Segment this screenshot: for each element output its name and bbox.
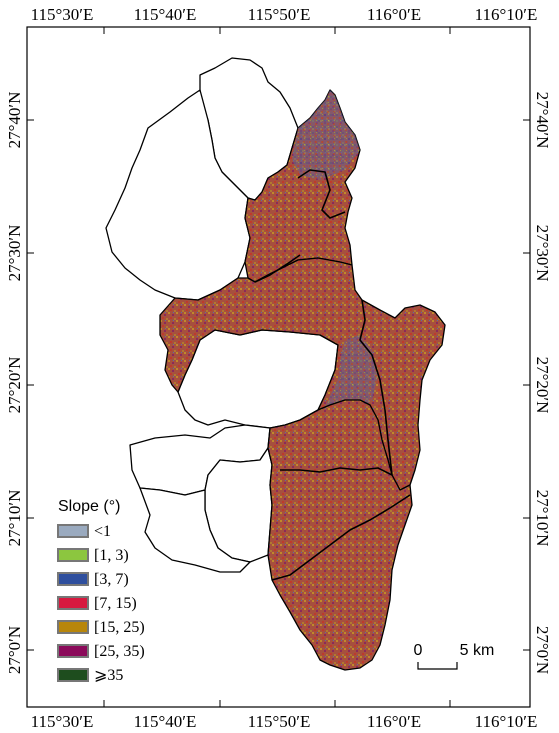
- right-lat-label-1: 27°40′N: [533, 92, 552, 149]
- legend-item-7: ⩾35: [57, 667, 123, 684]
- scale-zero: 0: [414, 642, 423, 659]
- right-lat-label-2: 27°30′N: [533, 225, 552, 282]
- legend-swatch-6: [57, 644, 89, 658]
- study-area-middle: [159, 257, 446, 491]
- legend-label-6: [25, 35): [94, 643, 145, 660]
- scale-bar: 0 5 km: [414, 642, 495, 670]
- legend-swatch-4: [57, 596, 89, 610]
- legend-label-3: [3, 7): [94, 571, 129, 588]
- legend-swatch-7: [57, 668, 89, 682]
- scale-label: 5 km: [460, 642, 495, 659]
- legend-item-6: [25, 35): [57, 643, 145, 660]
- legend: Slope (°) <1 [1, 3) [3, 7) [7, 15) [15, …: [57, 498, 145, 684]
- map-frame: [26, 26, 531, 708]
- legend-item-5: [15, 25): [57, 619, 145, 636]
- left-lat-label-3: 27°20′N: [5, 357, 24, 414]
- county-south-west-3: [139, 487, 251, 573]
- legend-swatch-3: [57, 572, 89, 586]
- legend-item-1: <1: [57, 523, 111, 540]
- bottom-lon-label-4: 116°0′E: [367, 712, 421, 731]
- bottom-lon-label-1: 115°30′E: [31, 712, 94, 731]
- top-lon-label-4: 116°0′E: [367, 5, 421, 24]
- scale-line: [417, 662, 458, 670]
- lat-ticks: [27, 119, 530, 651]
- legend-item-3: [3, 7): [57, 571, 129, 588]
- left-lat-label-5: 27°0′N: [5, 626, 24, 674]
- legend-label-7: ⩾35: [94, 667, 123, 684]
- bottom-lon-label-3: 115°50′E: [248, 712, 311, 731]
- unshaded-counties: [105, 57, 339, 573]
- left-lat-label-2: 27°30′N: [5, 225, 24, 282]
- left-lat-label-1: 27°40′N: [5, 92, 24, 149]
- top-lon-label-2: 115°40′E: [134, 5, 197, 24]
- legend-label-1: <1: [94, 523, 111, 540]
- top-lon-label-5: 116°10′E: [475, 5, 538, 24]
- legend-item-2: [1, 3): [57, 547, 129, 564]
- top-lon-label-3: 115°50′E: [248, 5, 311, 24]
- legend-label-4: [7, 15): [94, 595, 137, 612]
- legend-item-4: [7, 15): [57, 595, 137, 612]
- study-area-north-blue: [292, 90, 360, 180]
- legend-swatch-2: [57, 548, 89, 562]
- internal-boundaries: [254, 169, 411, 581]
- lon-ticks: [103, 27, 451, 707]
- county-north-west: [105, 89, 251, 301]
- top-lon-label-1: 115°30′E: [31, 5, 94, 24]
- right-lat-label-5: 27°0′N: [533, 626, 552, 674]
- legend-title: Slope (°): [58, 498, 120, 515]
- legend-label-2: [1, 3): [94, 547, 129, 564]
- right-lat-label-4: 27°10′N: [533, 490, 552, 547]
- left-lat-label-4: 27°10′N: [5, 490, 24, 547]
- bottom-lon-label-2: 115°40′E: [134, 712, 197, 731]
- right-lat-label-3: 27°20′N: [533, 357, 552, 414]
- legend-label-5: [15, 25): [94, 619, 145, 636]
- bottom-lon-label-5: 116°10′E: [475, 712, 538, 731]
- legend-swatch-5: [57, 620, 89, 634]
- legend-swatch-1: [57, 524, 89, 538]
